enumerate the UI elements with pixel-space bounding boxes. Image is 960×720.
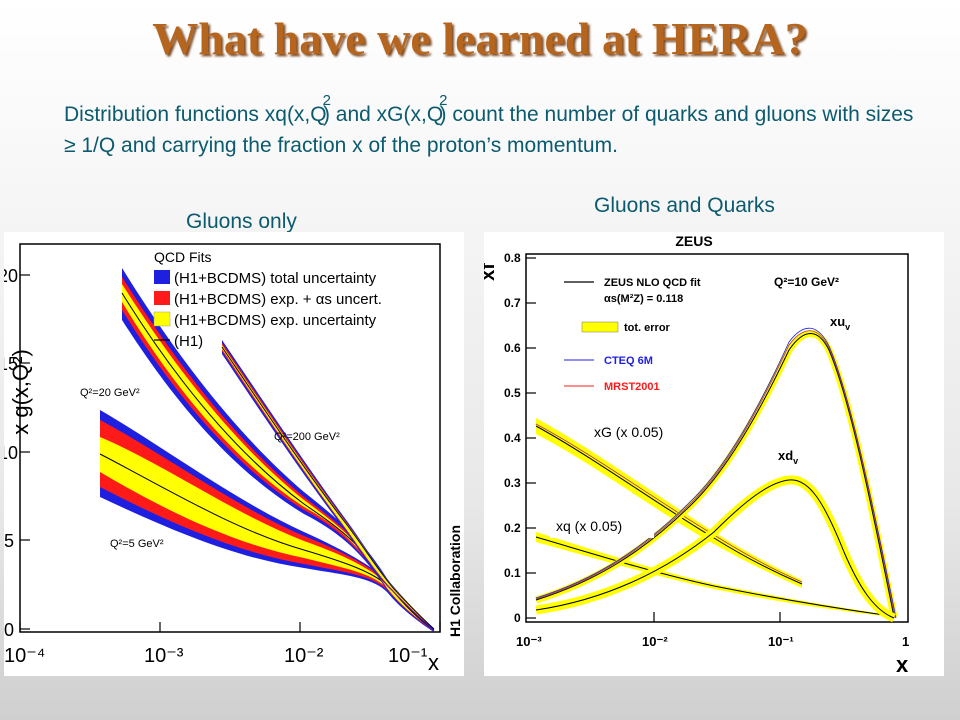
h1-legend-h1: (H1) [174, 333, 203, 350]
zeus-legend-fit: ZEUS NLO QCD fit [604, 277, 701, 289]
h1-ytick-0: 0 [4, 620, 14, 640]
h1-ytick-5: 5 [4, 531, 14, 551]
h1-collaboration: H1 Collaboration [447, 525, 463, 637]
zeus-ytick-0: 0 [514, 611, 521, 625]
h1-legend-title: QCD Fits [154, 249, 212, 265]
zeus-ytick-0.7: 0.7 [504, 296, 521, 310]
h1-chart-svg: 0 5 10 15 20 10⁻⁴ 10⁻³ 10⁻² 10⁻¹ x x g(x… [0, 243, 463, 675]
zeus-ylabel: xf [484, 263, 499, 281]
curve-xuv-mrst [535, 330, 896, 619]
curve-xuv-cteq [535, 327, 897, 619]
h1-gluon-figure: 0 5 10 15 20 10⁻⁴ 10⁻³ 10⁻² 10⁻¹ x x g(x… [0, 232, 464, 676]
body-mid: ) and xG(x,Q [322, 103, 444, 126]
legend-swatch-toterr [581, 321, 619, 333]
h1-xtick-1e-2: 10⁻² [284, 645, 324, 667]
band-xg [536, 418, 802, 588]
band-xq [536, 532, 884, 616]
h1-plot-frame [19, 243, 441, 633]
slide-title: What have we learned at HERA? [152, 13, 808, 64]
superscript-2: 2 [439, 92, 448, 109]
h1-xtick-1e-1: 10⁻¹ [388, 645, 428, 667]
legend-swatch-exp [153, 311, 171, 327]
h1-ytick-10: 10 [4, 443, 18, 463]
zeus-y-ticks: 0 0.1 0.2 0.3 0.4 0.5 0.6 0.7 0.8 [504, 251, 521, 625]
legend-swatch-exp-as [154, 291, 170, 305]
zeus-legend-cteq: CTEQ 6M [604, 355, 653, 367]
zeus-ytick-0.1: 0.1 [504, 566, 521, 580]
label-xdv: xdv [778, 448, 798, 466]
body-text: Distribution functions xq(x,Q2) and xG(x… [64, 92, 924, 160]
h1-legend-exp-as: (H1+BCDMS) exp. + αs uncert. [174, 291, 382, 308]
zeus-ytick-0.4: 0.4 [504, 431, 521, 445]
body-pre: Distribution functions xq(x,Q [64, 103, 327, 126]
curve-xg [535, 425, 803, 585]
curve-xdv [535, 479, 895, 619]
annot-xg: xG (x 0.05) [594, 424, 663, 440]
label-q5: Q²=5 GeV² [110, 538, 164, 550]
zeus-xtick-1e-3: 10⁻³ [516, 634, 542, 649]
zeus-legend-alphas: αs(M²Z) = 0.118 [604, 293, 683, 305]
h1-legend-exp: (H1+BCDMS) exp. uncertainty [174, 312, 377, 329]
zeus-ytick-0.3: 0.3 [504, 476, 521, 490]
annot-xq: xq (x 0.05) [556, 518, 622, 534]
zeus-xlabel: x [896, 652, 909, 676]
legend-swatch-total [154, 270, 170, 284]
body-post: ) count the number of quarks and gluons … [64, 103, 914, 157]
label-q20: Q²=20 GeV² [80, 387, 140, 399]
h1-xtick-1e-3: 10⁻³ [144, 645, 184, 667]
zeus-q2-label: Q²=10 GeV² [774, 275, 839, 289]
h1-xtick-1e-4: 10⁻⁴ [4, 645, 45, 667]
h1-legend-total: (H1+BCDMS) total uncertainty [174, 270, 377, 287]
zeus-pdf-figure: ZEUS 0 0.1 0.2 0.3 0.4 0.5 0.6 0.7 0.8 1… [477, 232, 944, 677]
zeus-ytick-0.8: 0.8 [504, 251, 521, 265]
zeus-title: ZEUS [675, 233, 712, 249]
label-gluons-and-quarks: Gluons and Quarks [594, 194, 775, 217]
zeus-x-ticks: 10⁻³ 10⁻² 10⁻¹ 1 [516, 634, 909, 649]
curve-xg-mrst [535, 423, 803, 583]
zeus-xtick-1: 1 [902, 634, 909, 649]
curve-xq [535, 536, 885, 616]
h1-ytick-15: 15 [4, 354, 18, 374]
curve-xuv [535, 333, 895, 618]
zeus-ytick-0.5: 0.5 [504, 386, 521, 400]
zeus-xtick-1e-2: 10⁻² [642, 634, 668, 649]
band-q200-total [222, 340, 434, 631]
zeus-ytick-0.6: 0.6 [504, 341, 521, 355]
zeus-legend-mrst: MRST2001 [604, 381, 660, 393]
h1-ytick-20: 20 [4, 266, 18, 286]
zeus-chart-svg: ZEUS 0 0.1 0.2 0.3 0.4 0.5 0.6 0.7 0.8 1… [477, 233, 909, 677]
zeus-ytick-0.2: 0.2 [504, 521, 521, 535]
curve-q200-h1 [221, 346, 435, 630]
zeus-legend-toterr: tot. error [624, 322, 671, 334]
band-q200-exp-as [222, 343, 434, 629]
h1-ylabel: x g(x,Q²) [8, 349, 33, 435]
h1-xlabel: x [428, 650, 439, 675]
label-xuv: xuv [830, 314, 850, 332]
annot-xg-box [586, 420, 696, 444]
superscript-1: 2 [322, 92, 331, 109]
annot-xq-box [550, 514, 654, 538]
label-gluons-only: Gluons only [186, 210, 297, 233]
label-q200: Q²=200 GeV² [274, 431, 340, 443]
band-q5-exp [100, 437, 434, 631]
zeus-xtick-1e-1: 10⁻¹ [768, 634, 794, 649]
